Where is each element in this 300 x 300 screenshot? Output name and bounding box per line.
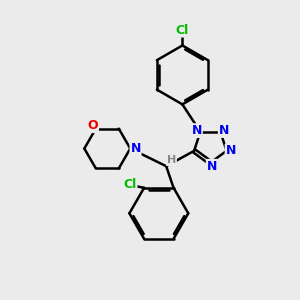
Text: H: H (167, 155, 176, 165)
Text: N: N (192, 124, 202, 137)
Text: Cl: Cl (176, 24, 189, 37)
Text: O: O (88, 119, 98, 132)
Text: N: N (207, 160, 217, 173)
Text: Cl: Cl (123, 178, 136, 191)
Text: N: N (219, 124, 229, 137)
Text: N: N (226, 144, 236, 158)
Text: N: N (130, 142, 141, 155)
